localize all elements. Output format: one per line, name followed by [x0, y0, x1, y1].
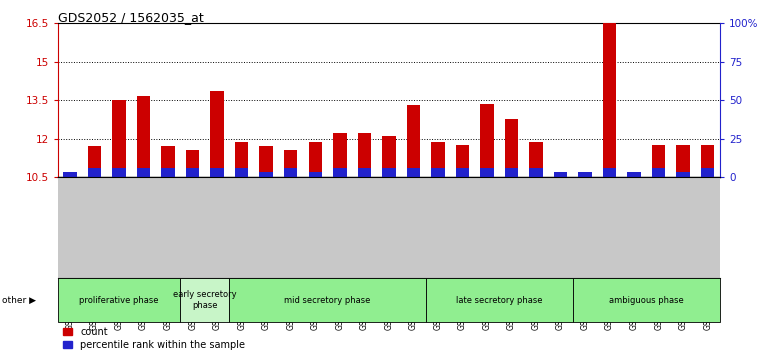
- Bar: [554, 172, 567, 177]
- Bar: [112, 100, 126, 177]
- Bar: [480, 104, 494, 177]
- Bar: [186, 168, 199, 177]
- Bar: [284, 168, 297, 177]
- Text: ambiguous phase: ambiguous phase: [609, 296, 684, 304]
- Bar: [529, 168, 543, 177]
- Bar: [529, 142, 543, 177]
- Bar: [309, 172, 322, 177]
- Bar: [63, 173, 77, 177]
- Bar: [578, 172, 592, 177]
- Bar: [431, 168, 444, 177]
- Legend: count, percentile rank within the sample: count, percentile rank within the sample: [62, 327, 245, 350]
- Bar: [426, 278, 573, 322]
- Bar: [210, 168, 224, 177]
- Text: early secretory
phase: early secretory phase: [173, 290, 236, 310]
- Bar: [333, 133, 347, 177]
- Bar: [578, 176, 592, 177]
- Bar: [259, 146, 273, 177]
- Bar: [701, 168, 715, 177]
- Bar: [162, 168, 175, 177]
- Bar: [628, 172, 641, 177]
- Bar: [259, 172, 273, 177]
- Bar: [505, 168, 518, 177]
- Bar: [407, 105, 420, 177]
- Bar: [701, 145, 715, 177]
- Bar: [162, 146, 175, 177]
- Bar: [58, 278, 180, 322]
- Bar: [137, 96, 150, 177]
- Bar: [235, 168, 249, 177]
- Bar: [137, 168, 150, 177]
- Bar: [676, 172, 690, 177]
- Bar: [456, 168, 469, 177]
- Bar: [554, 176, 567, 177]
- Text: proliferative phase: proliferative phase: [79, 296, 159, 304]
- Bar: [309, 142, 322, 177]
- Text: mid secretory phase: mid secretory phase: [284, 296, 370, 304]
- Bar: [573, 278, 720, 322]
- Bar: [229, 278, 426, 322]
- Bar: [88, 168, 102, 177]
- Bar: [88, 146, 102, 177]
- Text: GDS2052 / 1562035_at: GDS2052 / 1562035_at: [58, 11, 203, 24]
- Bar: [431, 142, 444, 177]
- Bar: [357, 168, 371, 177]
- Text: late secretory phase: late secretory phase: [456, 296, 543, 304]
- Bar: [676, 145, 690, 177]
- Bar: [186, 150, 199, 177]
- Bar: [180, 278, 229, 322]
- Bar: [628, 175, 641, 177]
- Bar: [333, 168, 347, 177]
- Bar: [112, 168, 126, 177]
- Bar: [235, 142, 249, 177]
- Bar: [382, 136, 396, 177]
- Bar: [505, 119, 518, 177]
- Bar: [382, 168, 396, 177]
- Bar: [603, 168, 616, 177]
- Bar: [652, 145, 665, 177]
- Bar: [357, 133, 371, 177]
- Bar: [284, 150, 297, 177]
- Bar: [480, 168, 494, 177]
- Text: other ▶: other ▶: [2, 296, 35, 304]
- Bar: [456, 145, 469, 177]
- Bar: [407, 168, 420, 177]
- Bar: [63, 172, 77, 177]
- Bar: [603, 23, 616, 177]
- Bar: [652, 168, 665, 177]
- Bar: [210, 91, 224, 177]
